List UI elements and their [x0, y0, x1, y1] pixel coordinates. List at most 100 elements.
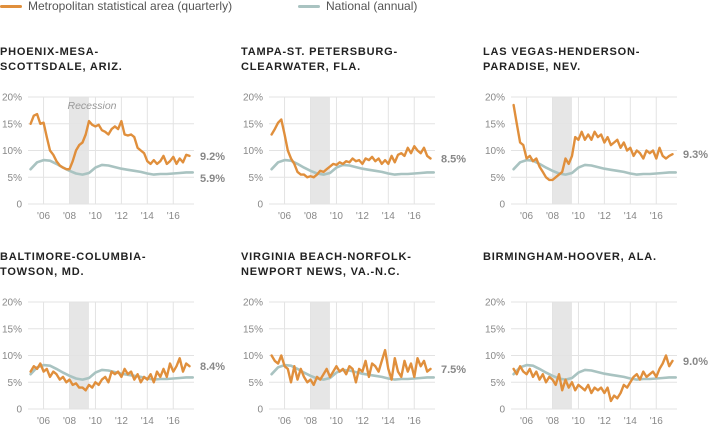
- y-tick-label: 10%: [2, 146, 22, 157]
- chart-panel: PHOENIX-MESA- SCOTTSDALE, ARIZ. 20% 15% 10% 5…: [0, 45, 232, 222]
- x-tick-label: '16: [408, 211, 421, 222]
- x-tick-label: '08: [304, 416, 317, 425]
- panel-title: PHOENIX-MESA- SCOTTSDALE, ARIZ.: [0, 45, 123, 75]
- x-tick-label: '14: [382, 416, 395, 425]
- legend-label-metro: Metropolitan statistical area (quarterly…: [28, 0, 233, 13]
- y-tick-label: 20%: [243, 93, 263, 104]
- x-tick-label: '10: [330, 416, 343, 425]
- recession-label: Recession: [68, 100, 117, 112]
- y-tick-label: 0: [499, 405, 505, 416]
- x-tick-label: '10: [89, 211, 102, 222]
- line-chart: 20% 15% 10% 5% 0 '06 '08 '10 '12 '14 '16 9.0%: [485, 298, 708, 425]
- panel-title-line: BALTIMORE-COLUMBIA-: [0, 251, 147, 263]
- y-tick-label: 15%: [243, 119, 263, 130]
- panel-title-line: TAMPA-ST. PETERSBURG-: [241, 46, 398, 58]
- legend-swatch-metro: [0, 5, 22, 8]
- x-tick-label: '12: [115, 211, 128, 222]
- x-tick-label: '14: [141, 416, 154, 425]
- national-series-line: [512, 158, 677, 176]
- panel-title-line: VIRGINIA BEACH-NORFOLK-: [241, 251, 412, 263]
- x-tick-label: '08: [546, 211, 559, 222]
- panel-title-line: PARADISE, NEV.: [483, 61, 582, 73]
- metro-end-label: 9.0%: [683, 356, 708, 368]
- panel-title-line: PHOENIX-MESA-: [0, 46, 100, 58]
- x-tick-label: '16: [650, 211, 663, 222]
- x-tick-label: '14: [624, 416, 637, 425]
- legend-swatch-national: [298, 5, 320, 8]
- national-series-line: [270, 158, 435, 176]
- panel-title-line: BIRMINGHAM-HOOVER, ALA.: [483, 251, 657, 263]
- y-tick-label: 20%: [485, 298, 505, 309]
- chart-legend: Metropolitan statistical area (quarterly…: [0, 0, 713, 16]
- y-tick-label: 10%: [243, 146, 263, 157]
- panel-title-line: SCOTTSDALE, ARIZ.: [0, 61, 123, 73]
- metro-end-label: 7.5%: [441, 364, 466, 376]
- x-tick-label: '10: [572, 416, 585, 425]
- chart-panel: LAS VEGAS-HENDERSON- PARADISE, NEV. 20% 15%…: [483, 45, 713, 223]
- panel-title-line: CLEARWATER, FLA.: [241, 61, 361, 73]
- line-chart: 20% 15% 10% 5% 0 '06 '08 '10 '12 '14 '16 9.3%: [485, 93, 708, 223]
- y-tick-label: 5%: [491, 173, 506, 184]
- x-tick-label: '08: [63, 211, 76, 222]
- metro-series-line: [512, 354, 674, 403]
- x-tick-label: '12: [115, 416, 128, 425]
- y-tick-label: 0: [257, 200, 263, 211]
- national-end-label: 5.9%: [200, 173, 225, 185]
- y-tick-label: 5%: [249, 378, 264, 389]
- x-tick-label: '12: [356, 211, 369, 222]
- metro-series-line: [270, 118, 432, 179]
- y-tick-label: 5%: [249, 173, 264, 184]
- x-tick-label: '06: [520, 211, 533, 222]
- panel-title: LAS VEGAS-HENDERSON- PARADISE, NEV.: [483, 45, 640, 75]
- y-tick-label: 15%: [243, 324, 263, 335]
- y-tick-label: 20%: [243, 298, 263, 309]
- x-tick-label: '12: [598, 416, 611, 425]
- metro-end-label: 9.2%: [200, 151, 225, 163]
- chart-panel: TAMPA-ST. PETERSBURG- CLEARWATER, FLA. 20%…: [241, 45, 473, 223]
- x-tick-label: '10: [330, 211, 343, 222]
- x-tick-label: '06: [37, 211, 50, 222]
- chart-panel: BIRMINGHAM-HOOVER, ALA. 20% 15% 10% 5% 0 '06 '0…: [483, 250, 713, 425]
- chart-panel: BALTIMORE-COLUMBIA- TOWSON, MD. 20% 15% 10% 5…: [0, 250, 232, 425]
- x-tick-label: '14: [624, 211, 637, 222]
- x-tick-label: '14: [141, 211, 154, 222]
- metro-end-label: 9.3%: [683, 149, 708, 161]
- x-tick-label: '06: [520, 416, 533, 425]
- panel-title: BALTIMORE-COLUMBIA- TOWSON, MD.: [0, 250, 146, 280]
- y-tick-label: 0: [16, 200, 22, 211]
- x-tick-label: '16: [650, 416, 663, 425]
- y-tick-label: 0: [16, 405, 22, 416]
- panel-title: TAMPA-ST. PETERSBURG- CLEARWATER, FLA.: [241, 45, 398, 75]
- x-tick-label: '14: [382, 211, 395, 222]
- metro-end-label: 8.5%: [441, 154, 466, 166]
- y-tick-label: 10%: [485, 146, 505, 157]
- metro-series-line: [512, 103, 674, 182]
- x-tick-label: '12: [598, 211, 611, 222]
- panel-title-line: TOWSON, MD.: [0, 266, 85, 278]
- x-tick-label: '08: [304, 211, 317, 222]
- chart-panel: VIRGINIA BEACH-NORFOLK- NEWPORT NEWS, VA.…: [241, 250, 473, 425]
- y-tick-label: 10%: [485, 351, 505, 362]
- metro-series-line: [29, 112, 191, 171]
- x-tick-label: '08: [546, 416, 559, 425]
- y-tick-label: 15%: [2, 119, 22, 130]
- line-chart: 20% 15% 10% 5% 0 '06 '08 '10 '12 '14 '16 7.5%: [243, 298, 466, 425]
- x-tick-label: '16: [167, 416, 180, 425]
- y-tick-label: 15%: [2, 324, 22, 335]
- panel-title: BIRMINGHAM-HOOVER, ALA.: [483, 250, 657, 265]
- panel-title: VIRGINIA BEACH-NORFOLK- NEWPORT NEWS, VA.…: [241, 250, 412, 280]
- y-tick-label: 20%: [485, 93, 505, 104]
- legend-label-national: National (annual): [326, 0, 418, 13]
- y-tick-label: 5%: [8, 378, 23, 389]
- line-chart: 20% 15% 10% 5% 0 '06 '08 '10 '12 '14 '16 8.5%: [243, 93, 466, 223]
- x-tick-label: '16: [408, 416, 421, 425]
- y-tick-label: 5%: [491, 378, 506, 389]
- x-tick-label: '08: [63, 416, 76, 425]
- y-tick-label: 10%: [2, 351, 22, 362]
- y-tick-label: 20%: [2, 93, 22, 104]
- metro-end-label: 8.4%: [200, 361, 225, 373]
- y-tick-label: 20%: [2, 298, 22, 309]
- x-tick-label: '06: [37, 416, 50, 425]
- y-tick-label: 10%: [243, 351, 263, 362]
- x-tick-label: '10: [89, 416, 102, 425]
